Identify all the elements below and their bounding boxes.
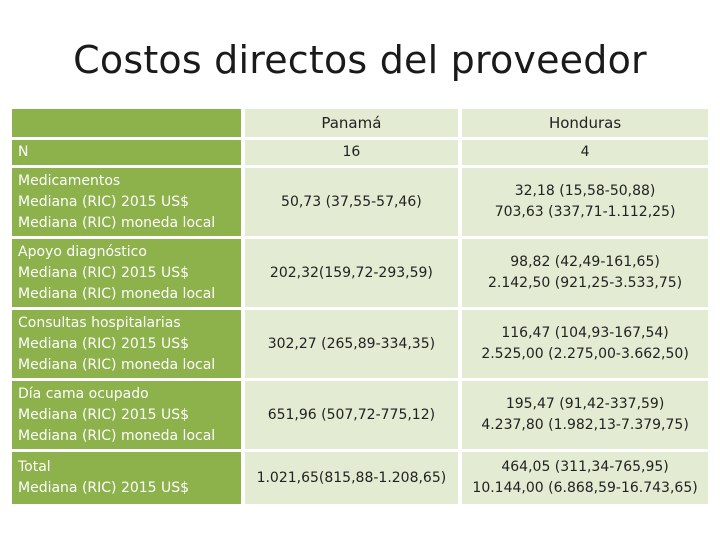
table-row: Consultas hospitalarias Mediana (RIC) 20…: [12, 310, 708, 378]
cell-honduras: 98,82 (42,49-161,65) 2.142,50 (921,25-3.…: [462, 239, 708, 307]
row-label: Total Mediana (RIC) 2015 US$: [12, 452, 241, 504]
row-label: Día cama ocupado Mediana (RIC) 2015 US$ …: [12, 381, 241, 449]
row-label-line: Mediana (RIC) 2015 US$: [18, 193, 190, 210]
cell-honduras: 32,18 (15,58-50,88) 703,63 (337,71-1.112…: [462, 168, 708, 236]
cell-value: 202,32(159,72-293,59): [269, 264, 433, 281]
column-header-honduras: Honduras: [462, 109, 708, 137]
cell-honduras: 116,47 (104,93-167,54) 2.525,00 (2.275,0…: [462, 310, 708, 378]
row-label-line: Mediana (RIC) 2015 US$: [18, 406, 190, 423]
table-row-total: Total Mediana (RIC) 2015 US$ 1.021,65(81…: [12, 452, 708, 504]
column-header-panama: Panamá: [244, 109, 459, 137]
costs-table: Panamá Honduras N 16 4 Medicamentos Medi…: [8, 106, 712, 507]
table-row: Apoyo diagnóstico Mediana (RIC) 2015 US$…: [12, 239, 708, 307]
row-label: Medicamentos Mediana (RIC) 2015 US$ Medi…: [12, 168, 241, 236]
cell-value: 116,47 (104,93-167,54): [501, 325, 669, 341]
cell-honduras: 195,47 (91,42-337,59) 4.237,80 (1.982,13…: [462, 381, 708, 449]
cell-value: 98,82 (42,49-161,65): [510, 254, 660, 270]
cell-value: 464,05 (311,34-765,95): [501, 459, 669, 475]
table-row: N 16 4: [12, 140, 708, 165]
cell-honduras: 464,05 (311,34-765,95) 10.144,00 (6.868,…: [462, 452, 708, 504]
table-row: Día cama ocupado Mediana (RIC) 2015 US$ …: [12, 381, 708, 449]
cell-value: 4: [580, 144, 590, 160]
row-label-line: Mediana (RIC) 2015 US$: [18, 480, 190, 496]
cell-panama: 16: [244, 140, 459, 165]
row-label-line: Consultas hospitalarias: [18, 314, 181, 331]
cell-honduras: 4: [462, 140, 708, 165]
cell-value: 195,47 (91,42-337,59): [505, 396, 665, 412]
row-label: N: [12, 140, 241, 165]
row-label-line: Mediana (RIC) moneda local: [18, 285, 216, 302]
cell-panama: 50,73 (37,55-57,46): [244, 168, 459, 236]
table-header-row: Panamá Honduras: [12, 109, 708, 137]
cell-panama: 651,96 (507,72-775,12): [244, 381, 459, 449]
row-label-line: Mediana (RIC) 2015 US$: [18, 335, 190, 352]
cell-panama: 1.021,65(815,88-1.208,65): [244, 452, 459, 504]
cell-value: 4.237,80 (1.982,13-7.379,75): [481, 417, 689, 433]
cell-value: 2.525,00 (2.275,00-3.662,50): [481, 346, 689, 362]
row-label-line: Mediana (RIC) moneda local: [18, 356, 216, 373]
cell-value: 10.144,00 (6.868,59-16.743,65): [472, 480, 698, 496]
cell-value: 1.021,65(815,88-1.208,65): [256, 469, 447, 486]
cell-value: 16: [342, 144, 361, 160]
row-label-line: Total: [18, 459, 51, 475]
header-corner-cell: [12, 109, 241, 137]
row-label-line: Mediana (RIC) moneda local: [18, 427, 216, 444]
cell-panama: 302,27 (265,89-334,35): [244, 310, 459, 378]
row-label-line: Mediana (RIC) moneda local: [18, 214, 216, 231]
row-label-line: Mediana (RIC) 2015 US$: [18, 264, 190, 281]
cell-value: 50,73 (37,55-57,46): [281, 193, 422, 210]
row-label-line: Día cama ocupado: [18, 385, 149, 402]
row-label-line: Apoyo diagnóstico: [18, 243, 147, 260]
cell-value: 703,63 (337,71-1.112,25): [494, 204, 676, 220]
cell-value: 2.142,50 (921,25-3.533,75): [488, 275, 683, 291]
row-label: Apoyo diagnóstico Mediana (RIC) 2015 US$…: [12, 239, 241, 307]
row-label-line: N: [18, 144, 29, 160]
row-label: Consultas hospitalarias Mediana (RIC) 20…: [12, 310, 241, 378]
cell-value: 32,18 (15,58-50,88): [514, 183, 656, 199]
row-label-line: Medicamentos: [18, 172, 121, 189]
cell-value: 302,27 (265,89-334,35): [267, 335, 436, 352]
cell-value: 651,96 (507,72-775,12): [267, 406, 436, 423]
page-title: Costos directos del proveedor: [73, 38, 647, 82]
cell-panama: 202,32(159,72-293,59): [244, 239, 459, 307]
table-row: Medicamentos Mediana (RIC) 2015 US$ Medi…: [12, 168, 708, 236]
